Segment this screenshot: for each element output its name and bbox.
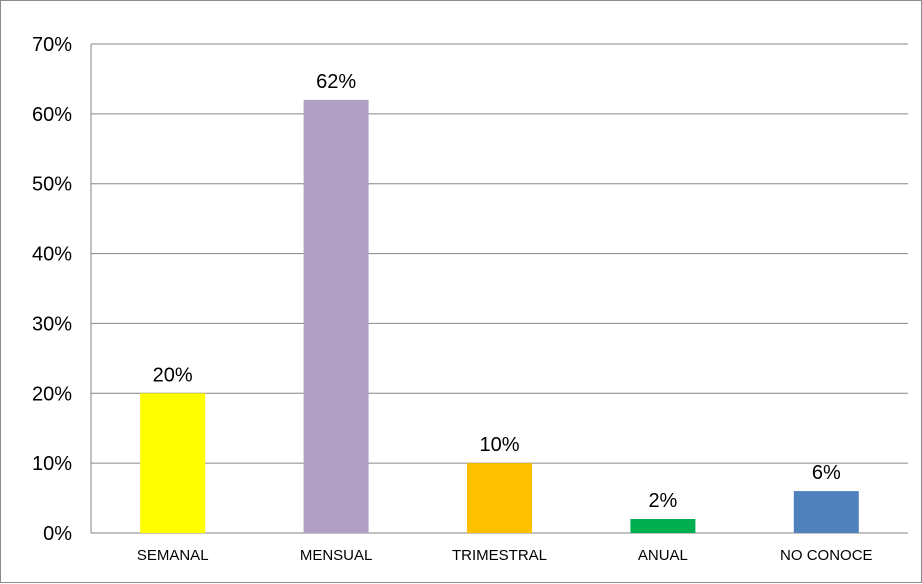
bar-semanal <box>140 393 206 533</box>
data-label-semanal: 20% <box>153 364 193 386</box>
y-tick-label-50: 50% <box>32 174 72 196</box>
bar-trimestral <box>467 463 532 533</box>
data-label-trimestral: 10% <box>479 434 519 456</box>
y-tick-label-70: 70% <box>32 34 72 56</box>
y-tick-label-60: 60% <box>32 104 72 126</box>
bar-no-conoce <box>793 491 859 533</box>
data-label-anual: 2% <box>648 490 677 512</box>
x-tick-label-mensual: MENSUAL <box>300 547 373 564</box>
x-tick-label-semanal: SEMANAL <box>137 547 209 564</box>
y-tick-label-30: 30% <box>32 313 72 335</box>
bar-mensual <box>303 99 369 533</box>
x-tick-label-no-conoce: NO CONOCE <box>780 547 873 564</box>
y-tick-label-20: 20% <box>32 383 72 405</box>
x-tick-label-trimestral: TRIMESTRAL <box>452 547 547 564</box>
y-tick-label-0: 0% <box>43 523 72 545</box>
data-label-no-conoce: 6% <box>812 462 841 484</box>
bar-anual <box>630 519 696 533</box>
y-tick-label-10: 10% <box>32 453 72 475</box>
x-tick-label-anual: ANUAL <box>638 547 688 564</box>
y-tick-label-40: 40% <box>32 244 72 266</box>
data-label-mensual: 62% <box>316 71 356 93</box>
